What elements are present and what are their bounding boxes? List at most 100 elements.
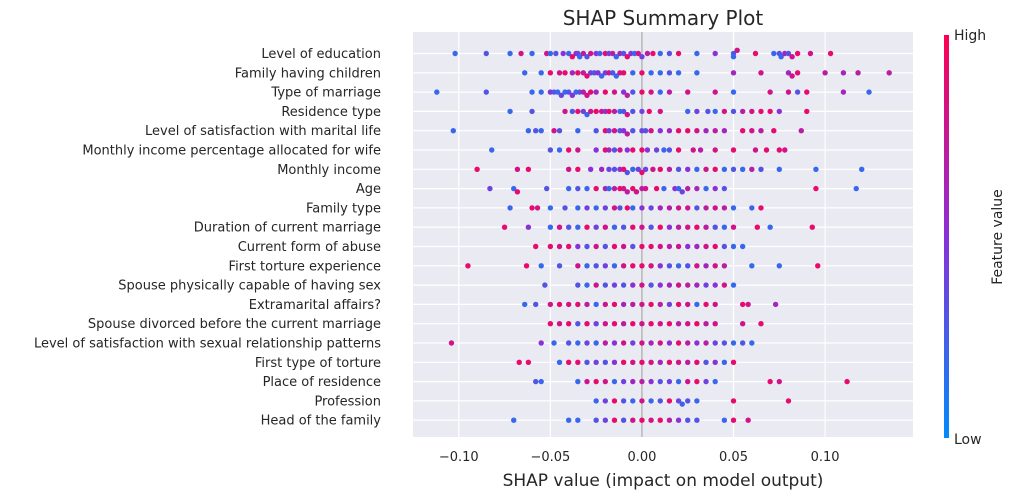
shap-point — [547, 147, 554, 153]
shap-point — [624, 169, 630, 176]
shap-point — [606, 128, 612, 134]
shap-point — [575, 243, 581, 250]
shap-point — [565, 50, 572, 57]
shap-point — [767, 89, 773, 95]
shap-point — [730, 224, 737, 230]
shap-point — [657, 205, 663, 211]
shap-point — [721, 340, 728, 346]
shap-point — [776, 166, 783, 172]
shap-point — [538, 378, 544, 385]
shap-point — [822, 70, 828, 76]
shap-point — [575, 378, 581, 385]
shap-point — [721, 185, 728, 192]
shap-point — [657, 398, 663, 404]
feature-label: Age — [356, 182, 381, 197]
shap-point — [483, 50, 489, 57]
shap-point — [474, 166, 480, 172]
shap-point — [483, 89, 489, 95]
shap-point — [584, 263, 590, 269]
shap-point — [487, 185, 493, 192]
shap-point — [712, 108, 718, 115]
shap-point — [866, 89, 872, 95]
shap-point — [712, 282, 718, 288]
shap-point — [620, 340, 627, 346]
shap-point — [489, 147, 495, 153]
shap-point — [675, 70, 682, 76]
shap-point — [730, 417, 737, 423]
shap-point — [712, 128, 718, 134]
shap-point — [648, 243, 654, 250]
shap-point — [587, 50, 594, 57]
shap-point — [630, 243, 636, 250]
shap-point — [580, 70, 587, 76]
shap-point — [639, 417, 645, 423]
shap-point — [635, 50, 641, 57]
shap-point — [703, 205, 709, 211]
shap-point — [648, 89, 654, 95]
shap-point — [730, 359, 737, 365]
shap-point — [593, 378, 599, 385]
shap-point — [624, 205, 630, 211]
shap-point — [749, 166, 755, 172]
shap-point — [630, 378, 636, 385]
shap-point — [712, 378, 718, 385]
shap-point — [609, 50, 616, 57]
shap-point — [675, 243, 682, 250]
shap-point — [630, 301, 636, 308]
shap-point — [630, 417, 636, 423]
shap-point — [584, 111, 590, 118]
shap-point — [556, 243, 563, 250]
shap-point — [730, 70, 737, 76]
shap-point — [575, 70, 581, 76]
shap-point — [772, 301, 779, 308]
shap-point — [533, 243, 539, 250]
shap-point — [611, 359, 618, 365]
shap-point — [666, 166, 673, 172]
shap-point — [705, 108, 711, 115]
shap-point — [523, 263, 530, 269]
shap-point — [685, 321, 691, 327]
shap-point — [798, 128, 804, 134]
shap-point — [569, 108, 576, 115]
shap-point — [584, 224, 590, 230]
shap-point — [712, 243, 718, 250]
shap-point — [501, 224, 508, 230]
shap-point — [712, 147, 718, 153]
shap-point — [758, 205, 764, 211]
shap-point — [620, 185, 627, 192]
shap-point — [694, 166, 700, 172]
shap-point — [602, 263, 609, 269]
shap-point — [657, 50, 663, 57]
shap-point — [721, 417, 728, 423]
shap-point — [657, 224, 663, 230]
shap-point — [694, 108, 700, 115]
shap-point — [630, 282, 636, 288]
shap-point — [650, 166, 656, 172]
shap-point — [584, 73, 590, 79]
shap-point — [694, 398, 700, 404]
shap-point — [679, 401, 685, 407]
shap-point — [648, 417, 654, 423]
shap-point — [749, 340, 755, 346]
shap-point — [739, 340, 746, 346]
shap-point — [507, 205, 513, 211]
shap-point — [789, 73, 795, 79]
shap-point — [675, 147, 682, 153]
shap-point — [639, 89, 645, 95]
shap-point — [584, 359, 590, 365]
shap-point — [697, 147, 704, 153]
shap-point — [675, 340, 682, 346]
shap-point — [685, 243, 691, 250]
shap-point — [685, 378, 691, 385]
shap-point — [516, 359, 522, 365]
shap-point — [639, 224, 645, 230]
shap-point — [648, 224, 654, 230]
shap-point — [785, 89, 792, 95]
shap-point — [840, 89, 847, 95]
shap-point — [620, 243, 627, 250]
shap-point — [749, 108, 755, 115]
shap-point — [452, 50, 458, 57]
shap-point — [554, 89, 561, 95]
shap-point — [657, 378, 663, 385]
